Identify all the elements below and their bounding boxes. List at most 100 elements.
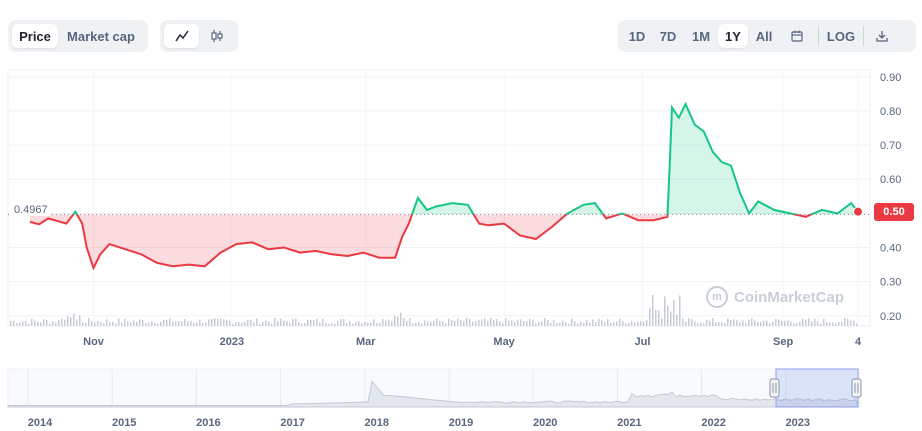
- volume-bar: [220, 318, 222, 326]
- volume-bar: [247, 319, 249, 326]
- volume-bar: [424, 320, 426, 326]
- range-1y-button[interactable]: 1Y: [718, 24, 748, 48]
- volume-bar: [40, 322, 42, 326]
- volume-bar: [643, 322, 645, 326]
- volume-bar: [754, 320, 756, 326]
- market-cap-tab[interactable]: Market cap: [67, 28, 135, 44]
- volume-bar: [184, 318, 186, 326]
- volume-bar: [229, 320, 231, 326]
- candlestick-icon[interactable]: [199, 24, 234, 48]
- volume-bar: [106, 319, 108, 326]
- volume-bar: [241, 322, 243, 326]
- navigator-year: 2016: [196, 417, 220, 429]
- log-scale-button[interactable]: LOG: [826, 28, 856, 44]
- volume-bar: [553, 319, 555, 326]
- volume-bar: [763, 320, 765, 326]
- volume-bar: [115, 323, 117, 326]
- volume-bar: [325, 322, 327, 326]
- volume-bar: [358, 321, 360, 326]
- volume-bar: [211, 318, 213, 326]
- download-icon[interactable]: [868, 24, 896, 48]
- volume-bar: [739, 322, 741, 326]
- y-tick-label: 0.30: [880, 277, 901, 289]
- volume-bar: [526, 321, 528, 326]
- volume-bar: [349, 321, 351, 326]
- volume-bar: [232, 323, 234, 326]
- volume-bar: [787, 320, 789, 326]
- range-1d-button[interactable]: 1D: [628, 28, 646, 44]
- volume-bar: [712, 318, 714, 326]
- volume-bar: [697, 323, 699, 326]
- range-toolbar: 1D 7D 1M 1Y All LOG: [618, 20, 916, 52]
- navigator-right-handle[interactable]: [851, 378, 862, 398]
- volume-bar: [499, 321, 501, 326]
- volume-bar: [646, 320, 648, 326]
- range-1m-button[interactable]: 1M: [691, 28, 711, 44]
- calendar-icon[interactable]: [780, 24, 814, 48]
- volume-bar: [748, 319, 750, 326]
- volume-bar: [412, 323, 414, 326]
- volume-bar: [583, 322, 585, 326]
- volume-bar: [124, 318, 126, 326]
- volume-bar: [625, 323, 627, 326]
- navigator-year: 2019: [449, 417, 473, 429]
- volume-bar: [175, 321, 177, 326]
- volume-bar: [574, 320, 576, 326]
- volume-bar: [592, 319, 594, 326]
- price-line-below-baseline: [29, 214, 814, 271]
- volume-bar: [538, 321, 540, 326]
- volume-bar: [256, 318, 258, 326]
- volume-bar: [736, 319, 738, 326]
- volume-bar: [361, 323, 363, 326]
- volume-bar: [394, 315, 396, 326]
- toolbar-divider: [818, 26, 819, 46]
- volume-bar: [187, 321, 189, 326]
- volume-bar: [469, 318, 471, 326]
- volume-bar: [742, 320, 744, 326]
- y-tick-label: 0.20: [880, 311, 901, 323]
- volume-bar: [346, 323, 348, 326]
- volume-bar: [130, 322, 132, 326]
- volume-bar: [370, 322, 372, 326]
- volume-bar: [508, 320, 510, 326]
- price-tab[interactable]: Price: [12, 24, 58, 48]
- navigator-history-area: [7, 380, 859, 408]
- volume-bar: [64, 319, 66, 326]
- volume-bar: [661, 318, 663, 326]
- range-7d-button[interactable]: 7D: [659, 28, 677, 44]
- line-chart-icon[interactable]: [164, 24, 199, 48]
- volume-bar: [694, 321, 696, 326]
- volume-bar: [523, 320, 525, 326]
- volume-bar: [580, 321, 582, 326]
- volume-bar: [703, 323, 705, 326]
- navigator-left-handle[interactable]: [769, 378, 780, 398]
- toolbar-divider: [863, 26, 864, 46]
- navigator-year: 2022: [701, 417, 725, 429]
- volume-bar: [781, 320, 783, 326]
- volume-bar: [10, 321, 12, 326]
- volume-bar: [109, 321, 111, 326]
- volume-bar: [268, 321, 270, 326]
- volume-bar: [502, 323, 504, 326]
- volume-bar: [85, 322, 87, 326]
- volume-bar: [718, 321, 720, 326]
- volume-bar: [214, 318, 216, 326]
- navigator-year: 2014: [28, 417, 53, 429]
- volume-bar: [223, 319, 225, 326]
- volume-bar: [118, 318, 120, 326]
- last-price-dot: [853, 206, 863, 217]
- volume-bar: [292, 319, 294, 326]
- volume-bar: [598, 318, 600, 326]
- volume-bar: [514, 321, 516, 326]
- volume-bar: [481, 319, 483, 326]
- volume-bar: [439, 320, 441, 326]
- y-axis-labels: 0.900.800.700.600.500.400.300.20: [880, 72, 901, 323]
- volume-bar: [238, 321, 240, 326]
- range-all-button[interactable]: All: [755, 28, 773, 44]
- volume-bar: [202, 323, 204, 326]
- volume-bar: [250, 319, 252, 326]
- volume-bar: [145, 323, 147, 326]
- volume-bar: [577, 323, 579, 326]
- volume-bar: [121, 322, 123, 326]
